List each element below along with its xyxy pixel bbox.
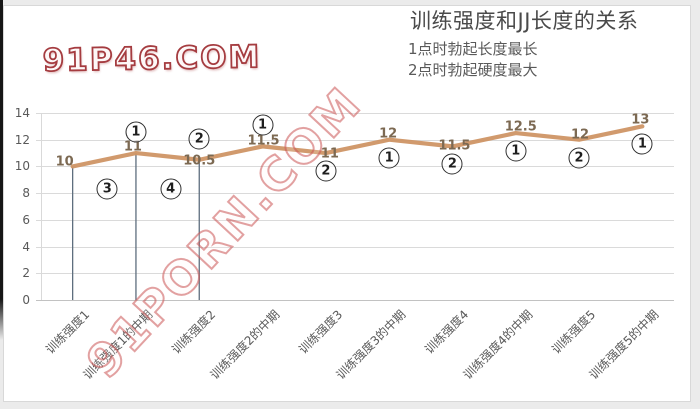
y-axis-tick-label: 2 <box>22 266 30 281</box>
data-point-label: 12.5 <box>504 119 537 135</box>
chart-header: 训练强度和JJ长度的关系 1点时勃起长度最长 2点时勃起硬度最大 <box>408 8 678 81</box>
y-axis-tick-label: 14 <box>14 106 30 120</box>
circled-number-annotation: 1 <box>378 147 400 169</box>
y-axis-tick-label: 8 <box>22 186 30 201</box>
chart-subtitle-line-2: 2点时勃起硬度最大 <box>408 61 538 79</box>
data-point-label: 12 <box>379 126 398 142</box>
left-edge-shadow <box>0 0 3 340</box>
circled-number-annotation: 1 <box>631 133 653 155</box>
data-point-label: 11 <box>123 139 142 155</box>
circled-number-annotation: 2 <box>568 147 590 169</box>
data-point-label: 11 <box>320 146 339 162</box>
y-axis-line <box>41 113 42 300</box>
data-point-label: 12 <box>571 127 590 143</box>
gridline <box>36 113 674 114</box>
data-point-label: 10 <box>55 154 74 170</box>
data-line <box>70 124 645 169</box>
data-point-label: 11.5 <box>438 138 471 154</box>
gridline <box>36 166 674 168</box>
data-point-label: 11.5 <box>247 133 280 149</box>
circled-number-annotation: 2 <box>315 160 337 182</box>
gridline <box>36 219 674 221</box>
y-axis-tick-label: 10 <box>14 159 30 174</box>
circled-number-annotation: 1 <box>252 114 274 136</box>
chart-subtitle-line-1: 1点时勃起长度最长 <box>408 40 538 58</box>
gridline <box>36 273 674 275</box>
y-axis-tick-label: 12 <box>14 132 30 147</box>
chart-panel <box>3 5 691 402</box>
x-axis-line <box>36 300 674 301</box>
gridline <box>36 139 674 141</box>
circled-number-annotation: 2 <box>188 128 210 150</box>
gridline <box>36 246 674 248</box>
circled-number-annotation: 1 <box>125 121 147 143</box>
circled-number-annotation: 3 <box>96 178 118 200</box>
y-axis-tick-label: 0 <box>22 293 30 307</box>
circled-number-annotation: 4 <box>160 178 182 200</box>
circled-number-annotation: 1 <box>505 140 527 162</box>
circled-number-annotation: 2 <box>441 153 463 175</box>
chart-title: 训练强度和JJ长度的关系 <box>410 9 639 33</box>
y-axis-tick-label: 4 <box>22 239 30 254</box>
gridline <box>36 193 674 195</box>
data-point-label: 10.5 <box>183 153 216 169</box>
y-axis-tick-label: 6 <box>22 212 30 227</box>
data-point-label: 13 <box>631 112 650 128</box>
